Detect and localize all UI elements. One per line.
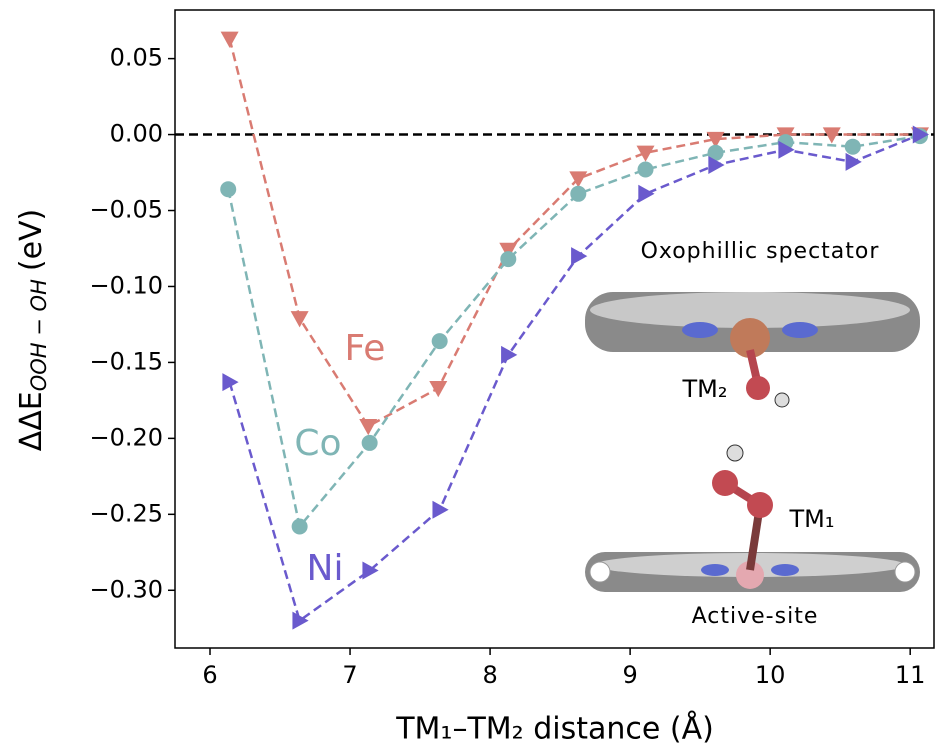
point — [220, 181, 236, 197]
inset-structure — [585, 292, 920, 592]
x-tick-label: 10 — [755, 661, 786, 689]
point — [362, 435, 378, 451]
point — [292, 518, 308, 534]
point — [637, 146, 655, 162]
x-tick-label: 11 — [895, 661, 926, 689]
series-label: Ni — [307, 548, 344, 589]
point — [432, 333, 448, 349]
point — [291, 311, 309, 327]
x-tick-label: 9 — [622, 661, 637, 689]
point — [292, 612, 308, 630]
y-label-unit: (eV) — [14, 209, 49, 271]
x-tick-label: 8 — [482, 661, 497, 689]
y-tick-label: −0.30 — [89, 575, 163, 603]
point — [846, 153, 862, 171]
series-label: Co — [294, 423, 341, 464]
point — [221, 32, 239, 48]
point — [501, 346, 517, 364]
chart: Oxophillic spectator TM₂ TM₁ Active-site… — [0, 0, 936, 751]
point — [571, 247, 587, 265]
y-tick-label: −0.05 — [89, 196, 163, 224]
x-tick-label: 6 — [202, 661, 217, 689]
y-tick-label: −0.25 — [89, 499, 163, 527]
point — [359, 419, 377, 435]
y-label-main: ΔΔE — [14, 391, 49, 451]
y-tick-label: 0.05 — [110, 44, 163, 72]
series-label: Fe — [345, 328, 386, 369]
y-tick-label: −0.20 — [89, 423, 163, 451]
point — [569, 171, 587, 187]
annotation: Oxophillic spectator — [641, 239, 880, 264]
series-line — [230, 39, 920, 426]
y-tick-label: 0.00 — [110, 120, 163, 148]
point — [570, 186, 586, 202]
point — [638, 185, 654, 203]
annotation: Active-site — [692, 604, 819, 629]
point — [429, 381, 447, 397]
point — [432, 501, 448, 519]
x-tick-label: 7 — [342, 661, 357, 689]
y-tick-label: −0.10 — [89, 271, 163, 299]
y-label-sub: OOH − OH — [27, 279, 51, 391]
y-tick-label: −0.15 — [89, 347, 163, 375]
point — [845, 139, 861, 155]
x-axis-label: TM₁–TM₂ distance (Å) — [395, 711, 714, 747]
annotation: TM₁ — [789, 505, 835, 533]
point — [638, 162, 654, 178]
point — [500, 251, 516, 267]
y-axis-label: ΔΔEOOH − OH (eV) — [14, 209, 52, 452]
annotation: TM₂ — [682, 375, 728, 403]
